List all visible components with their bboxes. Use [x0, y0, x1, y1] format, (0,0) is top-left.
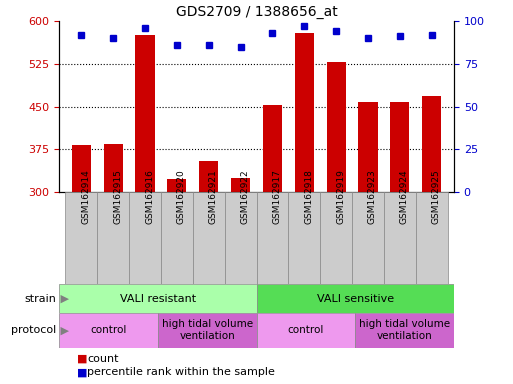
- Bar: [97, 192, 129, 284]
- Bar: [295, 33, 314, 363]
- Text: GSM162922: GSM162922: [241, 169, 249, 224]
- Bar: [359, 102, 378, 363]
- Bar: [158, 313, 256, 348]
- Bar: [327, 62, 346, 363]
- Text: GSM162915: GSM162915: [113, 169, 122, 224]
- Bar: [288, 192, 320, 284]
- Bar: [104, 144, 123, 363]
- Bar: [59, 284, 256, 313]
- Bar: [256, 284, 454, 313]
- Text: ▶: ▶: [57, 325, 69, 335]
- Text: ▶: ▶: [57, 293, 69, 304]
- Text: GSM162914: GSM162914: [81, 169, 90, 224]
- Bar: [352, 192, 384, 284]
- Bar: [384, 192, 416, 284]
- Text: GSM162925: GSM162925: [432, 169, 441, 224]
- Text: protocol: protocol: [11, 325, 56, 335]
- Text: GSM162920: GSM162920: [177, 169, 186, 224]
- Bar: [199, 161, 218, 363]
- Text: ■: ■: [77, 354, 87, 364]
- Bar: [72, 145, 91, 363]
- Bar: [263, 106, 282, 363]
- Text: GSM162923: GSM162923: [368, 169, 377, 224]
- Text: control: control: [90, 325, 127, 335]
- Bar: [59, 313, 158, 348]
- Bar: [231, 178, 250, 363]
- Bar: [355, 313, 454, 348]
- Bar: [390, 102, 409, 363]
- Bar: [135, 35, 154, 363]
- Bar: [193, 192, 225, 284]
- Text: percentile rank within the sample: percentile rank within the sample: [87, 367, 275, 377]
- Bar: [422, 96, 441, 363]
- Text: strain: strain: [25, 293, 56, 304]
- Text: GSM162919: GSM162919: [336, 169, 345, 224]
- Title: GDS2709 / 1388656_at: GDS2709 / 1388656_at: [175, 5, 338, 19]
- Text: high tidal volume
ventilation: high tidal volume ventilation: [162, 319, 253, 341]
- Bar: [65, 192, 97, 284]
- Bar: [320, 192, 352, 284]
- Bar: [161, 192, 193, 284]
- Text: control: control: [288, 325, 324, 335]
- Bar: [256, 313, 355, 348]
- Text: GSM162917: GSM162917: [272, 169, 282, 224]
- Text: ■: ■: [77, 367, 87, 377]
- Bar: [256, 192, 288, 284]
- Text: count: count: [87, 354, 119, 364]
- Bar: [167, 179, 186, 363]
- Bar: [416, 192, 448, 284]
- Text: high tidal volume
ventilation: high tidal volume ventilation: [359, 319, 450, 341]
- Bar: [129, 192, 161, 284]
- Text: GSM162916: GSM162916: [145, 169, 154, 224]
- Text: VALI sensitive: VALI sensitive: [317, 293, 394, 304]
- Text: GSM162924: GSM162924: [400, 169, 409, 224]
- Text: VALI resistant: VALI resistant: [120, 293, 196, 304]
- Text: GSM162918: GSM162918: [304, 169, 313, 224]
- Text: GSM162921: GSM162921: [209, 169, 218, 224]
- Bar: [225, 192, 256, 284]
